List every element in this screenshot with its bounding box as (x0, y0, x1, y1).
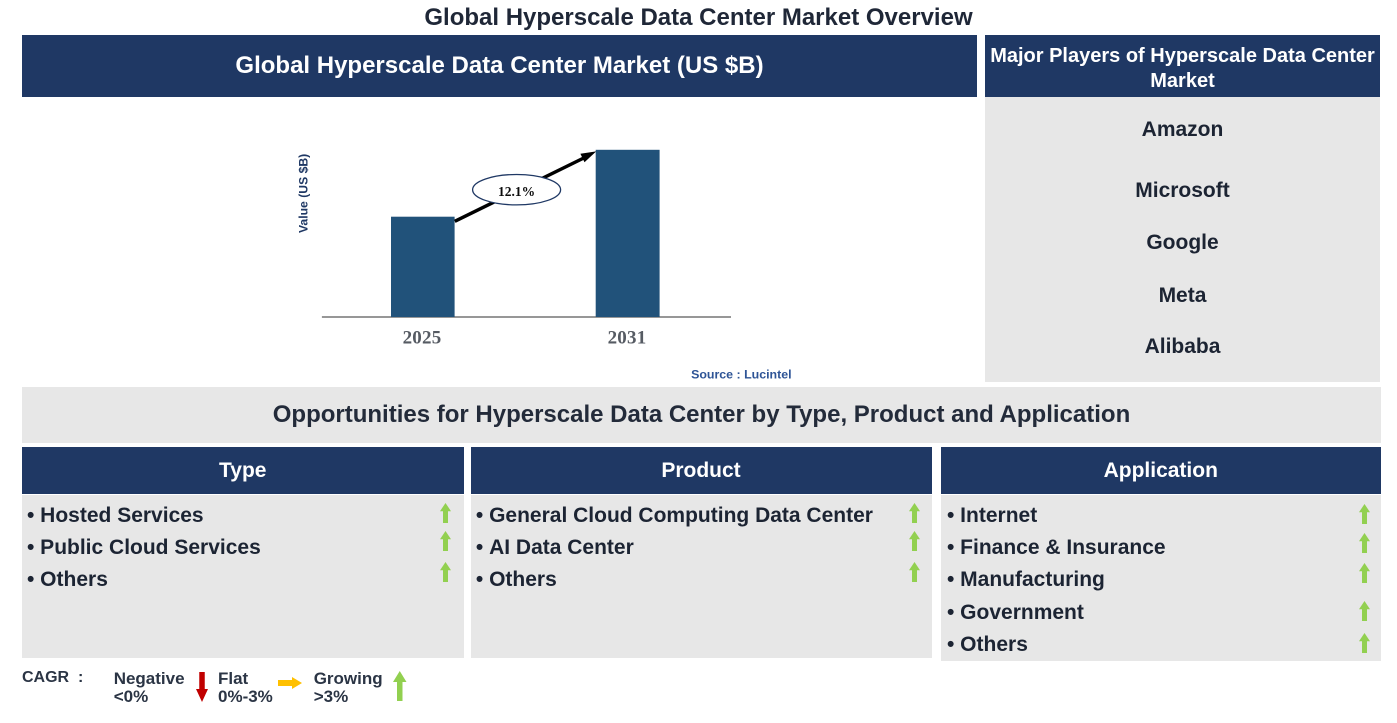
svg-text:Source : Lucintel: Source : Lucintel (691, 368, 792, 382)
svg-text:12.1%: 12.1% (498, 184, 535, 199)
svg-text:Value (US $B): Value (US $B) (297, 154, 311, 233)
svg-text:2025: 2025 (403, 328, 442, 349)
svg-text:2031: 2031 (608, 328, 647, 349)
